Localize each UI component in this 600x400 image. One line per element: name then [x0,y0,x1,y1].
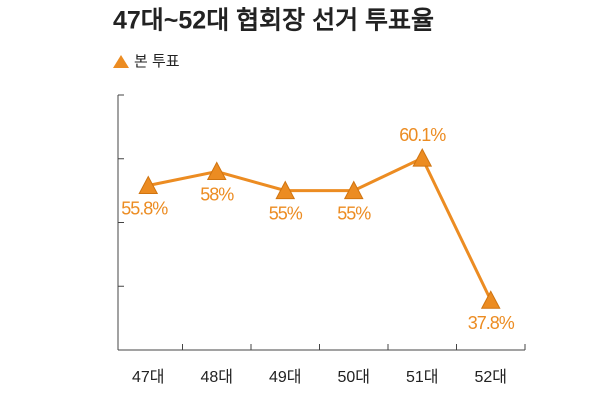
data-label: 55.8% [121,198,168,218]
x-tick-label: 52대 [474,368,507,386]
chart-title: 47대~52대 협회장 선거 투표율 [113,7,434,35]
x-tick-label: 50대 [337,368,370,386]
x-tick-label: 49대 [269,368,302,386]
data-label: 60.1% [399,125,446,145]
data-label: 58% [200,184,234,204]
data-label: 55% [269,203,303,223]
line [147,156,493,301]
point-marker [138,175,159,195]
point-marker [412,148,433,167]
legend-marker [113,55,129,68]
x-tick-label: 47대 [132,368,165,386]
data-label: 55% [337,203,371,223]
point-marker [343,180,364,200]
point-marker [480,290,501,309]
point-marker [275,180,296,200]
point-marker [206,161,227,180]
data-label: 37.8% [468,313,515,333]
legend-label: 본 투표 [134,53,180,70]
x-tick-label: 51대 [406,368,439,386]
x-tick-label: 48대 [200,368,233,386]
